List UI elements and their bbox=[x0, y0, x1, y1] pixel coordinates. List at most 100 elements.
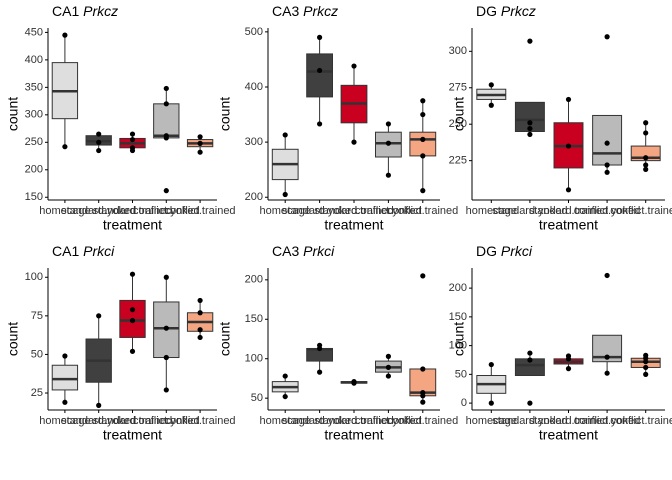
y-tick-label: 200 bbox=[245, 274, 263, 286]
data-point bbox=[282, 191, 288, 198]
title-region: CA3 bbox=[272, 3, 299, 19]
x-tick-label: conflict.yoked bbox=[355, 415, 422, 427]
data-point bbox=[604, 140, 610, 146]
y-tick-label: 250 bbox=[25, 136, 43, 148]
data-point bbox=[385, 353, 391, 359]
data-point bbox=[351, 139, 357, 145]
data-point bbox=[643, 371, 649, 377]
data-point bbox=[565, 143, 572, 149]
data-point bbox=[197, 140, 203, 146]
data-point bbox=[197, 149, 203, 155]
x-tick-label: homecage bbox=[39, 205, 90, 217]
x-tick-label: homecage bbox=[260, 205, 311, 217]
data-point bbox=[163, 274, 169, 280]
data-point bbox=[317, 121, 323, 127]
x-axis-label: treatment bbox=[539, 217, 598, 233]
x-tick-label: homecage bbox=[466, 205, 517, 217]
data-point bbox=[385, 121, 391, 127]
data-point bbox=[163, 325, 169, 331]
title-region: DG bbox=[476, 3, 497, 19]
data-point bbox=[197, 297, 203, 304]
box bbox=[306, 53, 334, 98]
x-tick-label: conflict.trained bbox=[610, 205, 672, 217]
data-point bbox=[317, 67, 323, 74]
x-tick-label: standard.trained bbox=[314, 205, 394, 217]
x-tick-label: standard.yoked bbox=[282, 415, 357, 427]
y-tick-label: 50 bbox=[251, 392, 263, 404]
title-region: CA1 bbox=[52, 243, 79, 259]
data-point bbox=[385, 140, 391, 146]
data-point bbox=[96, 313, 102, 319]
x-tick-label: standard.trained bbox=[93, 415, 173, 427]
x-tick-label: standard.yoked bbox=[282, 205, 357, 217]
data-point bbox=[527, 400, 533, 406]
y-tick-label: 50 bbox=[31, 348, 43, 360]
data-point bbox=[197, 334, 203, 341]
y-tick-label: 350 bbox=[25, 81, 43, 93]
y-axis-label: count bbox=[5, 322, 21, 356]
data-point bbox=[129, 131, 136, 137]
y-axis-label: count bbox=[5, 97, 21, 131]
data-point bbox=[643, 155, 649, 161]
title-region: DG bbox=[476, 243, 497, 259]
data-point bbox=[420, 393, 426, 399]
y-tick-label: 150 bbox=[25, 191, 43, 203]
title-gene: Prkci bbox=[83, 243, 115, 259]
y-axis-label: count bbox=[217, 97, 233, 131]
panel-title: CA1 Prkci bbox=[52, 243, 115, 259]
x-tick-label: conflict.trained bbox=[387, 415, 458, 427]
y-tick-label: 225 bbox=[449, 155, 467, 167]
y-tick-label: 50 bbox=[455, 368, 467, 380]
y-tick-label: 300 bbox=[25, 109, 43, 121]
x-axis-label: treatment bbox=[103, 217, 162, 233]
y-tick-label: 500 bbox=[245, 26, 263, 38]
data-point bbox=[643, 359, 649, 365]
data-point bbox=[282, 373, 288, 379]
data-point bbox=[351, 380, 357, 386]
data-point bbox=[565, 366, 572, 372]
data-point bbox=[527, 125, 533, 132]
panel-title: DG Prkci bbox=[476, 243, 533, 259]
x-tick-label: conflict.yoked bbox=[133, 415, 200, 427]
y-tick-label: 150 bbox=[245, 313, 263, 325]
title-region: CA1 bbox=[52, 3, 79, 19]
data-point bbox=[643, 166, 649, 172]
data-point bbox=[604, 34, 610, 40]
data-point bbox=[488, 400, 494, 406]
box bbox=[592, 114, 623, 166]
x-tick-label: standard.trained bbox=[93, 205, 173, 217]
data-point bbox=[385, 172, 391, 178]
y-tick-label: 250 bbox=[449, 118, 467, 130]
data-point bbox=[527, 350, 533, 356]
title-gene: Prkcz bbox=[303, 3, 338, 19]
data-point bbox=[527, 120, 533, 126]
data-point bbox=[197, 310, 203, 316]
data-point bbox=[197, 134, 203, 140]
data-point bbox=[62, 353, 68, 359]
x-tick-label: conflict.trained bbox=[165, 415, 236, 427]
panel-title: CA3 Prkcz bbox=[272, 3, 338, 19]
y-tick-label: 300 bbox=[449, 45, 467, 57]
data-point bbox=[385, 364, 391, 370]
y-axis-label: count bbox=[217, 322, 233, 356]
data-point bbox=[163, 85, 169, 92]
data-point bbox=[62, 399, 68, 405]
data-point bbox=[420, 188, 426, 194]
data-point bbox=[420, 366, 426, 372]
data-point bbox=[565, 96, 572, 103]
y-tick-label: 450 bbox=[25, 26, 43, 38]
x-axis-label: treatment bbox=[103, 427, 162, 443]
y-tick-label: 100 bbox=[449, 340, 467, 352]
y-tick-label: 100 bbox=[25, 271, 43, 283]
data-point bbox=[643, 364, 649, 371]
y-axis-label: count bbox=[451, 322, 467, 356]
data-point bbox=[643, 120, 649, 126]
x-tick-label: standard.trained bbox=[529, 415, 609, 427]
data-point bbox=[643, 162, 649, 168]
data-point bbox=[488, 82, 494, 88]
data-point bbox=[163, 387, 169, 393]
data-point bbox=[351, 63, 357, 69]
data-point bbox=[527, 131, 533, 138]
data-point bbox=[317, 345, 323, 352]
data-point bbox=[565, 187, 572, 193]
